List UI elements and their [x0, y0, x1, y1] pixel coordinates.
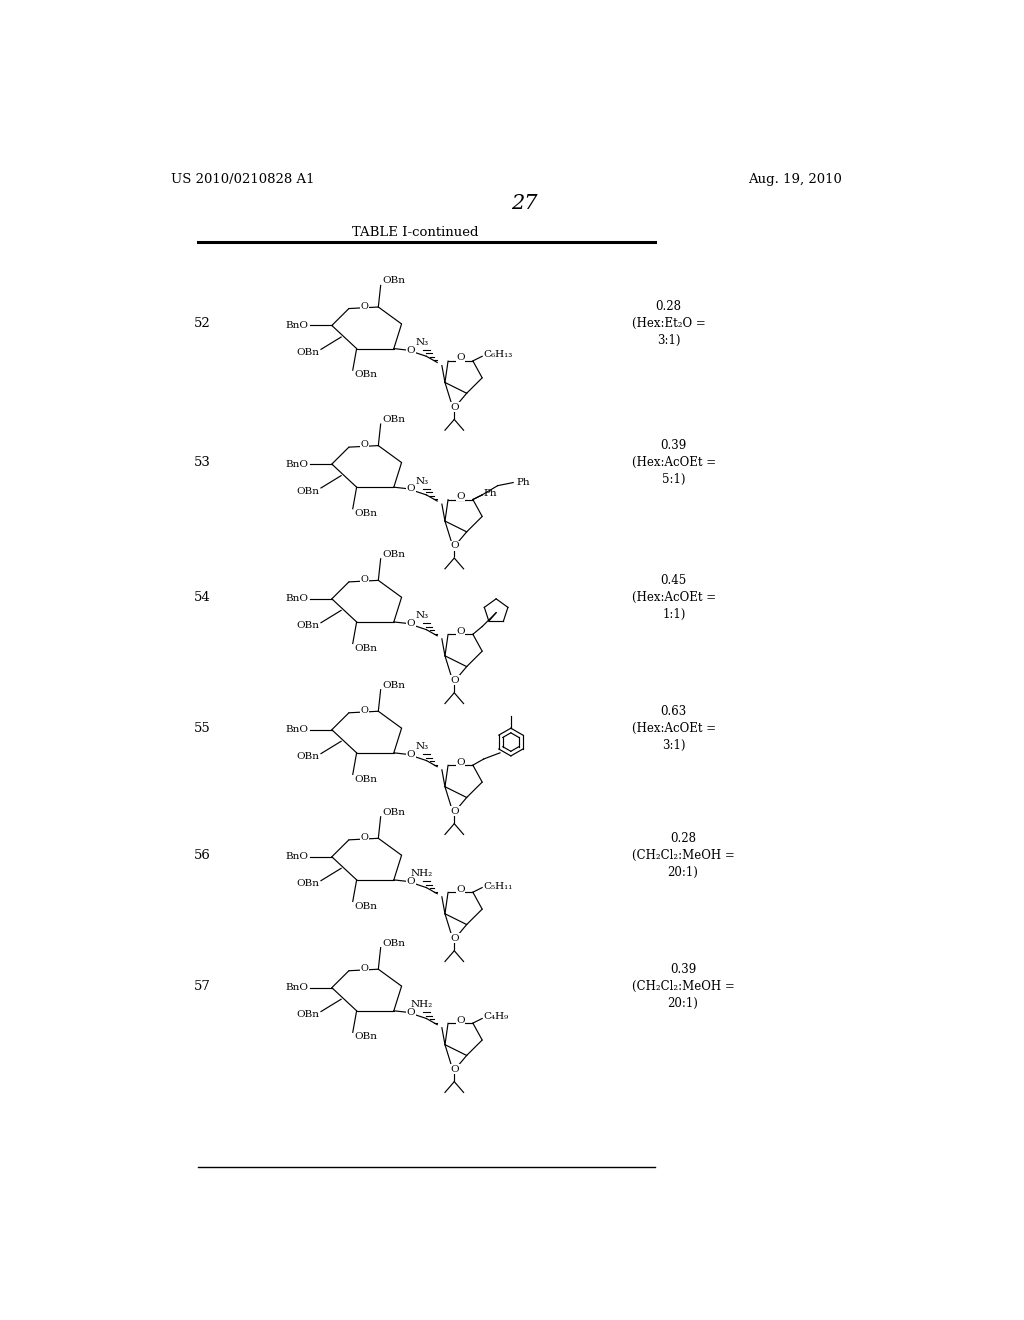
Text: O: O — [451, 676, 460, 685]
Text: O: O — [451, 1065, 460, 1073]
Text: 0.28
(CH₂Cl₂:MeOH =
20:1): 0.28 (CH₂Cl₂:MeOH = 20:1) — [632, 832, 734, 879]
Text: 0.45
(Hex:AcOEt =
1:1): 0.45 (Hex:AcOEt = 1:1) — [632, 574, 716, 620]
Text: 53: 53 — [194, 455, 211, 469]
Text: N₃: N₃ — [415, 742, 428, 751]
Text: OBn: OBn — [354, 371, 377, 379]
Text: OBn: OBn — [354, 902, 377, 911]
Text: 57: 57 — [194, 979, 211, 993]
Text: BnO: BnO — [286, 594, 308, 603]
Text: OBn: OBn — [296, 752, 319, 762]
Text: BnO: BnO — [286, 853, 308, 861]
Text: O: O — [451, 807, 460, 816]
Text: NH₂: NH₂ — [411, 1001, 433, 1008]
Text: OBn: OBn — [296, 348, 319, 356]
Text: N₃: N₃ — [415, 477, 428, 486]
Text: O: O — [456, 627, 465, 636]
Text: OBn: OBn — [296, 879, 319, 888]
Text: O: O — [360, 964, 369, 973]
Text: N₃: N₃ — [415, 611, 428, 620]
Text: 0.39
(Hex:AcOEt =
5:1): 0.39 (Hex:AcOEt = 5:1) — [632, 440, 716, 486]
Text: O: O — [360, 833, 369, 842]
Text: O: O — [407, 1008, 415, 1016]
Text: OBn: OBn — [354, 644, 377, 652]
Text: 52: 52 — [194, 317, 211, 330]
Text: BnO: BnO — [286, 459, 308, 469]
Text: 55: 55 — [194, 722, 211, 735]
Text: O: O — [407, 346, 415, 355]
Text: TABLE I-continued: TABLE I-continued — [351, 226, 478, 239]
Text: O: O — [456, 1015, 465, 1024]
Text: 0.63
(Hex:AcOEt =
3:1): 0.63 (Hex:AcOEt = 3:1) — [632, 705, 716, 751]
Text: Aug. 19, 2010: Aug. 19, 2010 — [748, 173, 842, 186]
Text: O: O — [360, 302, 369, 310]
Text: 0.28
(Hex:Et₂O =
3:1): 0.28 (Hex:Et₂O = 3:1) — [632, 301, 706, 347]
Text: 0.39
(CH₂Cl₂:MeOH =
20:1): 0.39 (CH₂Cl₂:MeOH = 20:1) — [632, 962, 734, 1010]
Text: OBn: OBn — [296, 1010, 319, 1019]
Text: C₆H₁₃: C₆H₁₃ — [483, 350, 513, 359]
Text: OBn: OBn — [382, 276, 406, 285]
Text: O: O — [360, 441, 369, 449]
Text: OBn: OBn — [382, 549, 406, 558]
Text: OBn: OBn — [382, 939, 406, 948]
Text: OBn: OBn — [354, 1032, 377, 1041]
Text: N₃: N₃ — [415, 338, 428, 347]
Text: OBn: OBn — [354, 775, 377, 784]
Text: BnO: BnO — [286, 725, 308, 734]
Text: 54: 54 — [194, 591, 211, 603]
Text: 27: 27 — [512, 194, 538, 213]
Text: C₄H₉: C₄H₉ — [483, 1012, 509, 1022]
Text: O: O — [407, 484, 415, 494]
Text: BnO: BnO — [286, 321, 308, 330]
Text: O: O — [451, 541, 460, 550]
Text: O: O — [456, 492, 465, 500]
Text: OBn: OBn — [354, 510, 377, 517]
Text: NH₂: NH₂ — [411, 870, 433, 878]
Text: OBn: OBn — [382, 681, 406, 689]
Text: BnO: BnO — [286, 983, 308, 993]
Text: O: O — [407, 619, 415, 628]
Text: Ph: Ph — [483, 488, 498, 498]
Text: OBn: OBn — [382, 808, 406, 817]
Text: 56: 56 — [194, 849, 211, 862]
Text: O: O — [407, 876, 415, 886]
Text: OBn: OBn — [296, 487, 319, 495]
Text: O: O — [456, 758, 465, 767]
Text: O: O — [451, 935, 460, 942]
Text: O: O — [456, 354, 465, 362]
Text: O: O — [360, 706, 369, 715]
Text: OBn: OBn — [382, 414, 406, 424]
Text: OBn: OBn — [296, 622, 319, 630]
Text: O: O — [451, 403, 460, 412]
Text: C₅H₁₁: C₅H₁₁ — [483, 882, 513, 891]
Text: O: O — [456, 884, 465, 894]
Text: O: O — [407, 750, 415, 759]
Text: Ph: Ph — [516, 478, 529, 487]
Text: O: O — [360, 576, 369, 583]
Text: US 2010/0210828 A1: US 2010/0210828 A1 — [171, 173, 314, 186]
